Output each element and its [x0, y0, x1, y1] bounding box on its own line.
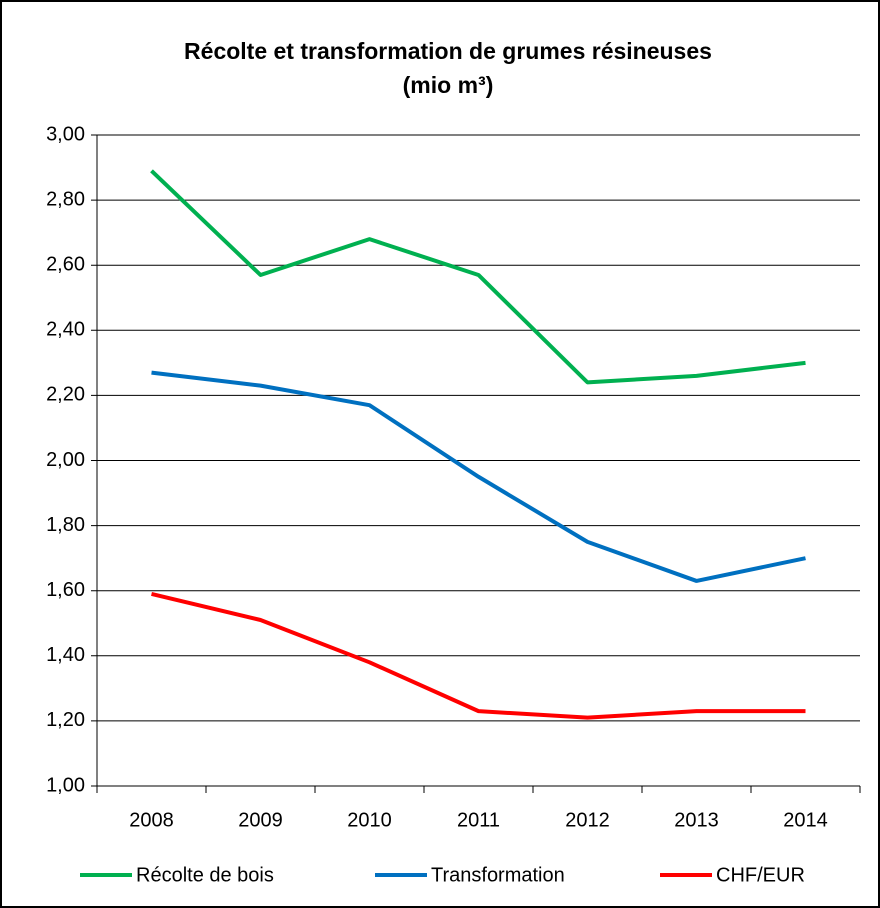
x-tick-label: 2011 [457, 809, 500, 831]
y-tick-label: 1,20 [46, 709, 85, 731]
y-tick-label: 2,00 [46, 449, 85, 471]
series-line [151, 592, 806, 720]
y-tick-label: 2,40 [46, 319, 85, 341]
chart-subtitle: (mio m³) [403, 72, 494, 98]
legend-label: Transformation [431, 864, 565, 886]
x-tick-label: 2010 [347, 809, 392, 831]
series-line [150, 169, 806, 385]
x-tick-label: 2013 [674, 809, 719, 831]
chart-title: Récolte et transformation de grumes rési… [184, 38, 712, 64]
x-tick-label: 2008 [129, 809, 174, 831]
y-tick-label: 3,00 [46, 123, 85, 145]
y-tick-label: 2,20 [46, 384, 85, 406]
y-tick-label: 2,60 [46, 253, 85, 275]
y-tick-label: 2,80 [46, 188, 85, 210]
y-tick-label: 1,40 [46, 644, 85, 666]
y-tick-label: 1,60 [46, 579, 85, 601]
y-tick-label: 1,00 [46, 774, 85, 796]
legend-label: CHF/EUR [716, 864, 805, 886]
x-tick-label: 2014 [783, 809, 828, 831]
legend-label: Récolte de bois [136, 864, 274, 886]
y-tick-label: 1,80 [46, 514, 85, 536]
x-tick-label: 2009 [238, 809, 283, 831]
series-line [151, 370, 806, 583]
x-tick-label: 2012 [565, 809, 610, 831]
